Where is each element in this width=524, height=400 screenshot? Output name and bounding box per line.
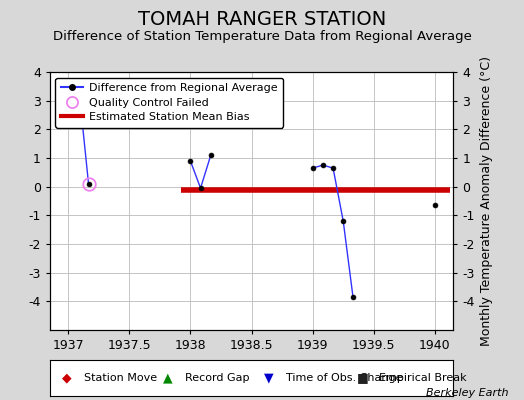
Text: Berkeley Earth: Berkeley Earth xyxy=(426,388,508,398)
Y-axis label: Monthly Temperature Anomaly Difference (°C): Monthly Temperature Anomaly Difference (… xyxy=(480,56,493,346)
Text: Time of Obs. Change: Time of Obs. Change xyxy=(286,373,402,383)
Text: Difference of Station Temperature Data from Regional Average: Difference of Station Temperature Data f… xyxy=(52,30,472,43)
Legend: Difference from Regional Average, Quality Control Failed, Estimated Station Mean: Difference from Regional Average, Qualit… xyxy=(56,78,283,128)
Text: ▼: ▼ xyxy=(264,372,273,384)
Text: ◆: ◆ xyxy=(62,372,71,384)
Text: ▲: ▲ xyxy=(163,372,172,384)
Text: TOMAH RANGER STATION: TOMAH RANGER STATION xyxy=(138,10,386,29)
Text: Station Move: Station Move xyxy=(84,373,157,383)
Text: ■: ■ xyxy=(356,372,368,384)
Text: Record Gap: Record Gap xyxy=(185,373,249,383)
Text: Empirical Break: Empirical Break xyxy=(379,373,466,383)
